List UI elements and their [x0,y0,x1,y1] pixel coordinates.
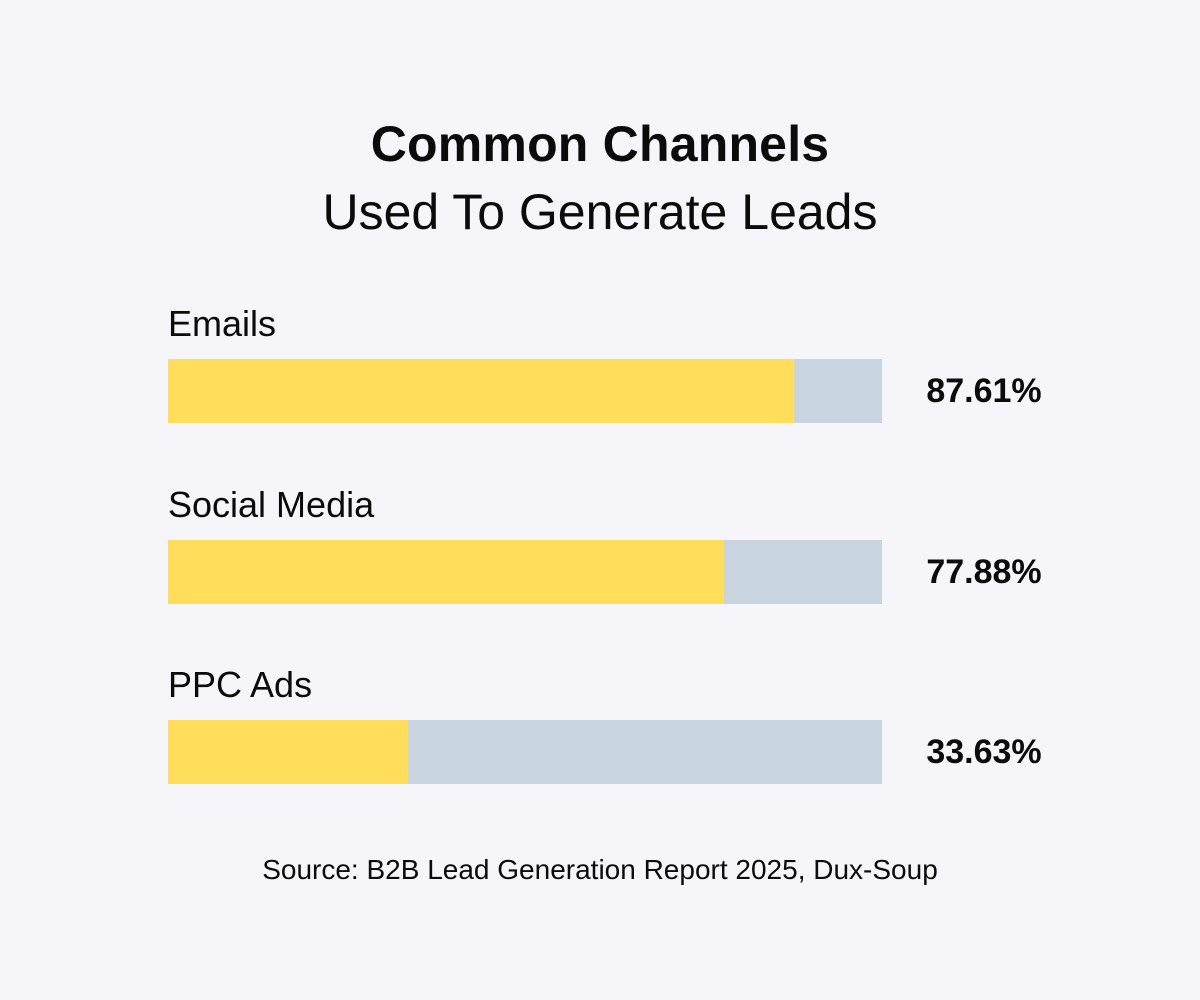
bar-track-social-media [168,539,882,604]
value-label-ppc-ads: 33.63% [926,733,1042,771]
source-note: Source: B2B Lead Generation Report 2025,… [262,854,938,885]
category-label-social-media: Social Media [168,483,375,525]
chart-title: Common Channels [370,116,830,172]
bar-ppc-ads [168,720,409,784]
value-label-social-media: 77.88% [926,552,1042,591]
chart-subtitle: Used To Generate Leads [322,184,878,240]
bar-social-media [168,539,725,604]
category-label-ppc-ads: PPC Ads [168,664,313,705]
category-label-emails: Emails [168,303,277,344]
bar-track-emails [168,359,882,423]
bar-emails [168,359,794,423]
value-label-emails: 87.61% [926,372,1042,410]
bar-track-ppc-ads [168,720,882,784]
